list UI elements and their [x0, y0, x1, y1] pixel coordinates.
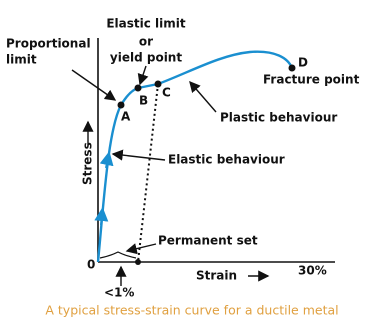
- arrows: [71, 65, 270, 286]
- label: 30%: [298, 264, 327, 278]
- point-label: A: [121, 110, 131, 124]
- point-label: B: [139, 94, 148, 108]
- label: Proportional: [6, 37, 91, 51]
- caption: A typical stress-strain curve for a duct…: [45, 303, 338, 318]
- axis-label: Stress: [81, 142, 95, 185]
- unloading-line: [137, 83, 159, 263]
- label: or: [139, 35, 153, 49]
- label: Elastic behaviour: [168, 153, 285, 167]
- permanent-set-brace: [99, 251, 137, 259]
- curve-arrow: [94, 207, 109, 226]
- point-label: D: [298, 56, 308, 70]
- axis-label: Strain: [196, 269, 237, 283]
- label: Permanent set: [158, 234, 258, 248]
- label: <1%: [104, 286, 134, 300]
- origin-label: 0: [87, 258, 95, 272]
- label: limit: [6, 53, 37, 67]
- label: yield point: [110, 51, 182, 65]
- label: Plastic behaviour: [220, 111, 337, 125]
- point-label: C: [162, 86, 171, 100]
- label: Fracture point: [263, 73, 360, 87]
- label: Elastic limit: [106, 17, 186, 31]
- points: [117, 64, 296, 265]
- curve-arrow: [99, 151, 114, 169]
